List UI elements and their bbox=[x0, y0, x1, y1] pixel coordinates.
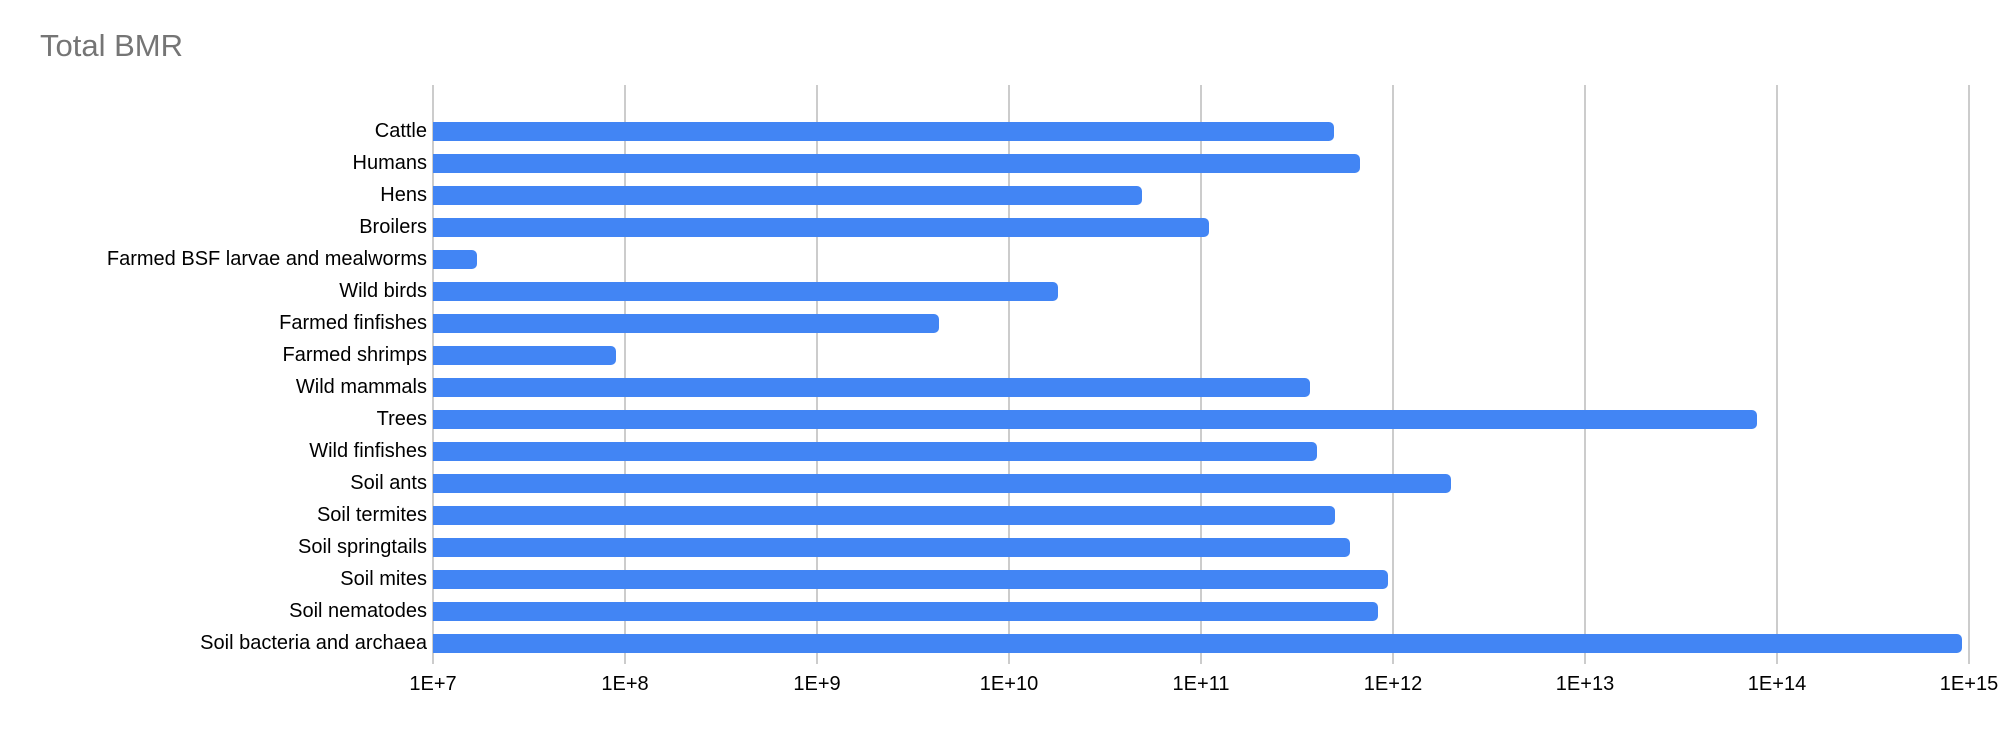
bar bbox=[433, 345, 617, 365]
bar bbox=[433, 441, 1317, 461]
category-label: Humans bbox=[352, 152, 427, 174]
category-label: Soil nematodes bbox=[289, 600, 427, 622]
gridline bbox=[432, 85, 434, 664]
bar bbox=[433, 153, 1360, 173]
gridline bbox=[1200, 85, 1202, 664]
gridline bbox=[1008, 85, 1010, 664]
x-tick-label: 1E+7 bbox=[409, 673, 457, 695]
category-label: Soil bacteria and archaea bbox=[200, 632, 427, 654]
bar bbox=[433, 249, 478, 269]
bar bbox=[433, 409, 1758, 429]
bar bbox=[433, 537, 1351, 557]
category-label: Soil springtails bbox=[298, 536, 427, 558]
bar bbox=[433, 473, 1451, 493]
category-label: Wild finfishes bbox=[309, 440, 427, 462]
x-tick-label: 1E+8 bbox=[601, 673, 649, 695]
bar bbox=[433, 185, 1142, 205]
category-label: Wild birds bbox=[339, 280, 427, 302]
x-tick-label: 1E+15 bbox=[1939, 673, 1999, 695]
x-tick-label: 1E+11 bbox=[1172, 673, 1230, 695]
bar bbox=[433, 313, 939, 333]
x-tick-label: 1E+13 bbox=[1555, 673, 1615, 695]
bar bbox=[433, 569, 1388, 589]
bar bbox=[433, 217, 1209, 237]
bar bbox=[433, 281, 1058, 301]
x-tick-label: 1E+9 bbox=[793, 673, 841, 695]
gridline bbox=[816, 85, 818, 664]
bar bbox=[433, 633, 1963, 653]
chart-title: Total BMR bbox=[40, 28, 183, 63]
x-tick-label: 1E+12 bbox=[1363, 673, 1423, 695]
bar bbox=[433, 121, 1334, 141]
gridline bbox=[1776, 85, 1778, 664]
category-label: Farmed BSF larvae and mealworms bbox=[106, 248, 427, 270]
category-label: Soil ants bbox=[350, 472, 427, 494]
gridline bbox=[1968, 85, 1970, 664]
gridline bbox=[1584, 85, 1586, 664]
category-label: Farmed shrimps bbox=[282, 344, 427, 366]
x-tick-label: 1E+10 bbox=[979, 673, 1039, 695]
x-tick-label: 1E+14 bbox=[1747, 673, 1807, 695]
bar bbox=[433, 505, 1336, 525]
category-label: Broilers bbox=[359, 216, 427, 238]
category-label: Cattle bbox=[374, 120, 427, 142]
category-label: Farmed finfishes bbox=[279, 312, 427, 334]
category-label: Soil mites bbox=[340, 568, 427, 590]
category-label: Wild mammals bbox=[295, 376, 427, 398]
gridline bbox=[1392, 85, 1394, 664]
category-label: Trees bbox=[376, 408, 427, 430]
bar bbox=[433, 601, 1379, 621]
gridline bbox=[624, 85, 626, 664]
category-label: Soil termites bbox=[316, 504, 427, 526]
category-label: Hens bbox=[380, 184, 427, 206]
bar bbox=[433, 377, 1311, 397]
